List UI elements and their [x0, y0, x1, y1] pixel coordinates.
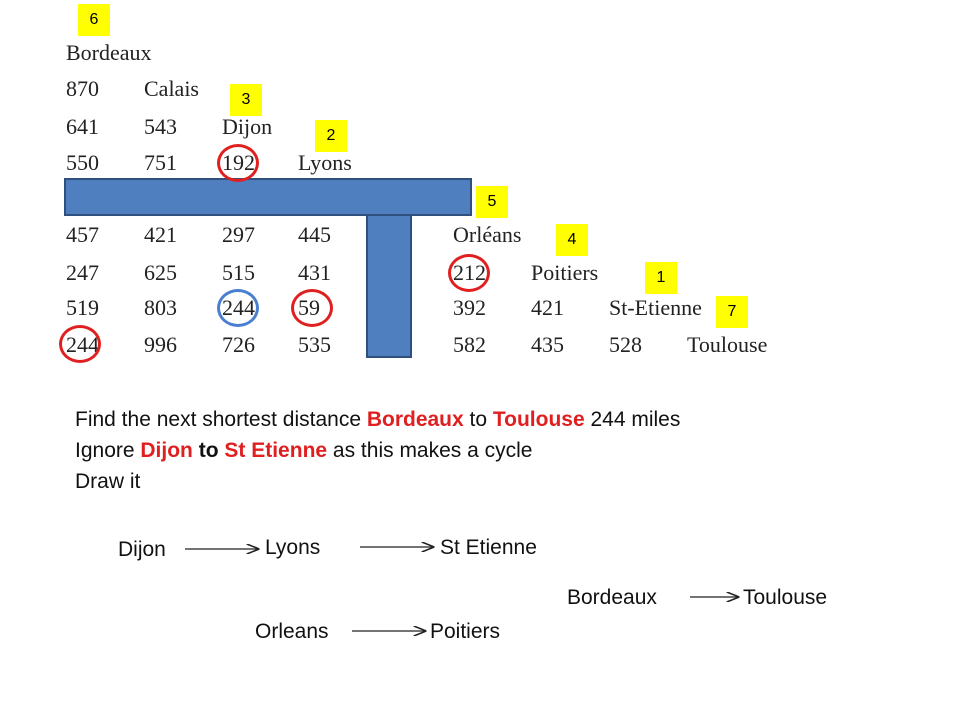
highlight-ring-244-bordeaux — [59, 325, 101, 363]
tag-1: 1 — [645, 262, 677, 294]
instruction-city-bordeaux: Bordeaux — [366, 408, 464, 431]
node-toulouse: Toulouse — [743, 586, 828, 609]
instruction-city-st-etienne: St Etienne — [224, 439, 328, 462]
city-st-etienne: St-Etienne — [609, 295, 702, 320]
city-lyons: Lyons — [298, 150, 352, 175]
instruction-city-toulouse: Toulouse — [492, 408, 585, 431]
instruction-text: 244 miles — [584, 408, 681, 431]
instruction-text: as this makes a cycle — [327, 439, 533, 462]
dist-cell: 445 — [298, 222, 331, 247]
dist-cell: 515 — [222, 260, 255, 285]
dist-cell: 247 — [66, 260, 99, 285]
instruction-line-1: Find the next shortest distance Bordeaux… — [75, 408, 680, 432]
instruction-city-dijon: Dijon — [140, 439, 193, 462]
node-poitiers: Poitiers — [430, 620, 501, 643]
city-toulouse: Toulouse — [687, 332, 768, 357]
dist-cell: 421 — [144, 222, 177, 247]
city-calais: Calais — [144, 76, 199, 101]
tag-3: 3 — [230, 84, 262, 116]
instruction-text: to — [463, 408, 493, 431]
dist-cell: 457 — [66, 222, 99, 247]
node-bordeaux: Bordeaux — [567, 586, 657, 609]
dist-cell: 550 — [66, 150, 99, 175]
dist-cell: 535 — [298, 332, 331, 357]
tag-5: 5 — [476, 186, 508, 218]
node-lyons: Lyons — [265, 536, 321, 559]
dist-cell: 528 — [609, 332, 642, 357]
instruction-line-3: Draw it — [75, 470, 141, 493]
highlight-ring-192 — [217, 144, 259, 182]
highlight-ring-212 — [448, 254, 490, 292]
highlight-ring-244-dijon — [217, 289, 259, 327]
dist-cell: 996 — [144, 332, 177, 357]
city-bordeaux: Bordeaux — [66, 40, 152, 65]
city-orleans: Orléans — [453, 222, 522, 247]
instruction-text: Ignore — [75, 439, 141, 462]
instruction-line-2: Ignore Dijon to St Etienne as this makes… — [75, 439, 532, 463]
node-orleans: Orleans — [255, 620, 329, 643]
cover-bar-vertical — [366, 214, 412, 358]
city-poitiers: Poitiers — [531, 260, 599, 285]
dist-cell: 641 — [66, 114, 99, 139]
dist-cell: 435 — [531, 332, 564, 357]
instruction-text: Find the next shortest distance — [75, 408, 367, 431]
city-dijon: Dijon — [222, 114, 273, 139]
dist-cell: 431 — [298, 260, 331, 285]
dist-cell: 751 — [144, 150, 177, 175]
node-st-etienne: St Etienne — [440, 536, 537, 559]
tag-6: 6 — [78, 4, 110, 36]
dist-cell: 519 — [66, 295, 99, 320]
dist-cell: 392 — [453, 295, 486, 320]
dist-cell: 543 — [144, 114, 177, 139]
tag-7: 7 — [716, 296, 748, 328]
dist-cell: 421 — [531, 295, 564, 320]
tag-4: 4 — [556, 224, 588, 256]
dist-cell: 582 — [453, 332, 486, 357]
node-dijon: Dijon — [118, 538, 166, 561]
dist-cell: 625 — [144, 260, 177, 285]
tag-2: 2 — [315, 120, 347, 152]
highlight-ring-59 — [291, 289, 333, 327]
dist-cell: 803 — [144, 295, 177, 320]
instruction-text: to — [192, 439, 225, 462]
cover-bar-horizontal — [64, 178, 472, 216]
dist-cell: 726 — [222, 332, 255, 357]
dist-cell: 297 — [222, 222, 255, 247]
dist-cell: 870 — [66, 76, 99, 101]
